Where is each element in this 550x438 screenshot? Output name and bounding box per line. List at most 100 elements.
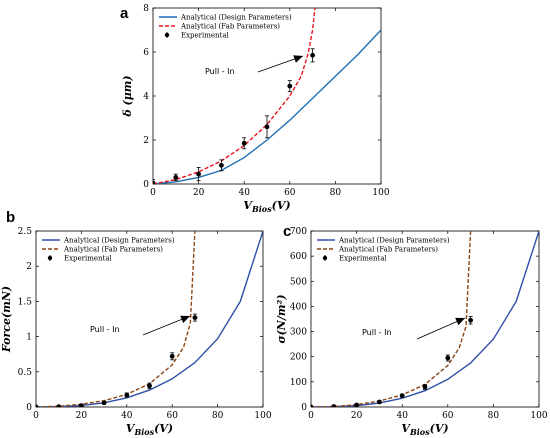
pull-in-arrow-head <box>180 315 190 324</box>
data-point <box>219 162 224 168</box>
panel-label: a <box>120 5 129 22</box>
series-line-0 <box>153 29 381 184</box>
x-tick-label: 0 <box>150 188 156 198</box>
data-point <box>173 175 179 180</box>
plot-marks <box>311 231 539 407</box>
data-point <box>399 393 405 399</box>
pull-in-annotation: Pull - In <box>362 328 392 337</box>
x-axis-label: VBios(V) <box>126 422 173 437</box>
legend-entry: Analytical (Design Parameters) <box>338 237 450 245</box>
pull-in-annotation: Pull - In <box>205 67 235 76</box>
legend-entry: Experimental <box>339 255 388 263</box>
data-point <box>101 400 107 406</box>
data-point <box>445 355 451 361</box>
y-tick-label: 700 <box>290 227 307 237</box>
x-axis-label-sub: Bios <box>409 427 430 437</box>
x-tick-label: 20 <box>193 188 205 198</box>
series-line-1 <box>311 231 472 407</box>
legend-entry: Experimental <box>64 255 113 263</box>
x-tick-label: 40 <box>238 188 250 198</box>
data-point <box>354 402 359 407</box>
y-tick-label: 1.5 <box>18 297 33 307</box>
plot-area <box>310 230 540 408</box>
x-tick-label: 0 <box>33 411 39 421</box>
y-axis-label: σ(N/m²) <box>275 294 288 343</box>
y-tick-label: 500 <box>290 277 307 287</box>
y-tick-label: 600 <box>290 252 307 262</box>
legend-entry: Analytical (Fab Parameters) <box>338 246 438 254</box>
x-axis-label-main: V <box>243 199 253 212</box>
data-point <box>56 404 62 407</box>
x-tick-label: 80 <box>212 411 224 421</box>
x-axis-label-sub: Bios <box>133 427 154 437</box>
data-point <box>36 404 39 407</box>
legend-entry: Experimental <box>181 32 230 40</box>
x-axis-label-tail: (V) <box>430 422 449 435</box>
data-point <box>310 52 315 58</box>
x-tick-label: 0 <box>308 411 314 421</box>
data-point <box>192 315 198 320</box>
data-point <box>287 83 293 89</box>
y-tick-label: 300 <box>290 328 307 338</box>
legend-entry: Analytical (Fab Parameters) <box>63 246 163 254</box>
pull-in-arrow-head <box>293 55 303 63</box>
data-point <box>422 384 428 390</box>
data-point <box>241 140 247 146</box>
x-tick-label: 80 <box>330 188 342 198</box>
data-point <box>468 317 473 323</box>
chart-panel-c: c 0 20 40 60 80 100 0 100 200 300 400 500 600 700 VBios… <box>275 223 548 437</box>
x-tick-label: 40 <box>121 411 133 421</box>
chart-panel-b: b 0 20 40 60 80 100 0 0.5 1 1.5 2 2.5 VBios(V) Force(m… <box>0 209 272 437</box>
x-tick-label: 40 <box>396 411 408 421</box>
legend-entry: Analytical (Design Parameters) <box>63 237 175 245</box>
legend-box <box>157 11 295 41</box>
x-tick-label: 20 <box>351 411 363 421</box>
legend-swatch-marker <box>164 32 170 38</box>
y-tick-label: 100 <box>290 378 307 388</box>
x-tick-label: 20 <box>76 411 88 421</box>
x-tick-label: 100 <box>254 411 271 421</box>
y-tick-label: 0.5 <box>18 368 33 378</box>
data-point <box>153 180 156 184</box>
legend: Analytical (Design Parameters)Analytical… <box>40 234 190 264</box>
x-axis-label: VBios(V) <box>243 199 290 214</box>
chart-panel-a: a 0 20 40 60 80 100 0 2 4 6 8 VBios(V) δ (μm) Analytic… <box>120 4 390 214</box>
data-point <box>196 171 202 177</box>
data-point <box>331 404 337 407</box>
y-tick-label: 0 <box>26 403 32 413</box>
plot-marks <box>36 231 263 407</box>
x-axis-label-main: V <box>126 422 136 435</box>
legend-entry: Analytical (Fab Parameters) <box>180 23 280 31</box>
x-tick-label: 60 <box>284 188 296 198</box>
x-axis-label-main: V <box>401 422 411 435</box>
series-line-0 <box>311 231 539 407</box>
plot-marks <box>153 8 381 184</box>
data-point <box>79 403 84 407</box>
y-tick-label: 6 <box>143 48 149 58</box>
legend-swatch-marker <box>47 255 53 261</box>
x-tick-label: 100 <box>372 188 389 198</box>
legend: Analytical (Design Parameters)Analytical… <box>157 11 295 41</box>
x-axis-label-sub: Bios <box>251 204 272 214</box>
y-tick-label: 2.5 <box>18 227 33 237</box>
y-tick-label: 4 <box>143 92 149 102</box>
x-tick-label: 80 <box>488 411 500 421</box>
y-tick-label: 0 <box>301 403 307 413</box>
pull-in-annotation: Pull - In <box>90 325 120 334</box>
x-axis-label: VBios(V) <box>401 422 448 437</box>
y-axis-label: Force(mN) <box>0 286 13 353</box>
y-tick-label: 400 <box>290 302 307 312</box>
y-tick-label: 2 <box>26 262 32 272</box>
y-tick-label: 2 <box>143 136 149 146</box>
x-tick-label: 100 <box>530 411 547 421</box>
data-point <box>311 404 314 407</box>
series-line-0 <box>36 231 263 407</box>
x-tick-label: 60 <box>442 411 454 421</box>
y-tick-label: 1 <box>26 333 32 343</box>
legend: Analytical (Design Parameters)Analytical… <box>315 234 465 264</box>
panel-label: b <box>6 209 15 226</box>
pull-in-arrow-head <box>455 317 465 326</box>
data-point <box>377 399 382 405</box>
legend-entry: Analytical (Design Parameters) <box>180 14 292 22</box>
